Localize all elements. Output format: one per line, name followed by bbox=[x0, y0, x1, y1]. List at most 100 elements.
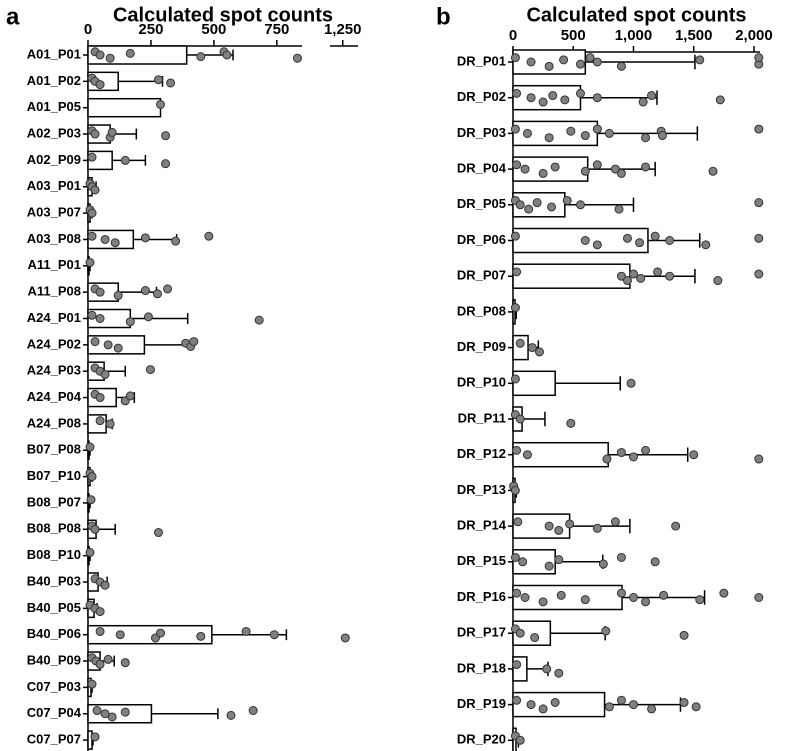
data-point bbox=[616, 588, 626, 598]
data-point bbox=[628, 593, 638, 602]
data-point bbox=[638, 97, 648, 107]
panel-label: b bbox=[436, 3, 451, 30]
data-point bbox=[524, 204, 534, 214]
data-point bbox=[754, 593, 764, 602]
category-label: DR_P07 bbox=[457, 268, 506, 283]
data-point bbox=[562, 195, 572, 205]
data-point bbox=[598, 559, 608, 569]
error-bar bbox=[604, 697, 682, 712]
data-point bbox=[592, 57, 602, 67]
data-point bbox=[592, 523, 602, 533]
data-point bbox=[538, 597, 548, 607]
x-tick-label: 1,250 bbox=[324, 21, 362, 38]
data-point bbox=[87, 310, 97, 320]
category-label: A24_P04 bbox=[27, 389, 82, 404]
data-point bbox=[512, 660, 522, 670]
data-point bbox=[518, 557, 528, 567]
data-point bbox=[754, 454, 764, 464]
error-bar bbox=[118, 286, 158, 298]
data-point bbox=[610, 517, 620, 527]
data-point bbox=[100, 369, 110, 379]
data-point bbox=[189, 337, 199, 347]
data-point bbox=[559, 55, 569, 65]
data-point bbox=[90, 524, 100, 534]
data-point bbox=[510, 124, 520, 134]
category-label: DR_P02 bbox=[457, 89, 506, 104]
data-point bbox=[140, 286, 150, 296]
data-point bbox=[196, 631, 206, 641]
data-point bbox=[120, 155, 130, 165]
data-point bbox=[665, 236, 675, 245]
data-point bbox=[526, 93, 536, 103]
data-point bbox=[152, 289, 162, 299]
data-point bbox=[95, 393, 105, 403]
category-label: DR_P08 bbox=[457, 303, 506, 318]
data-point bbox=[657, 131, 667, 141]
category-label: B08_P10 bbox=[27, 547, 81, 562]
data-point bbox=[604, 702, 614, 712]
data-point bbox=[556, 590, 566, 600]
data-point bbox=[125, 317, 135, 327]
data-point bbox=[695, 595, 705, 605]
category-label: DR_P12 bbox=[457, 446, 506, 461]
data-point bbox=[340, 633, 350, 643]
data-point bbox=[512, 695, 522, 705]
data-point bbox=[125, 391, 135, 401]
data-point bbox=[592, 240, 602, 250]
data-point bbox=[635, 238, 645, 248]
data-point bbox=[641, 162, 651, 172]
category-label: DR_P15 bbox=[457, 553, 506, 568]
category-label: DR_P17 bbox=[457, 625, 506, 640]
chart-title: Calculated spot counts bbox=[113, 4, 333, 26]
category-label: DR_P11 bbox=[458, 410, 506, 425]
data-point bbox=[628, 452, 638, 462]
data-point bbox=[647, 704, 657, 714]
data-point bbox=[616, 61, 626, 71]
data-point bbox=[161, 159, 171, 169]
data-point bbox=[95, 659, 105, 669]
data-point bbox=[100, 580, 110, 590]
x-tick-label: 1,500 bbox=[675, 27, 713, 44]
data-point bbox=[713, 276, 723, 286]
x-tick-label: 750 bbox=[264, 21, 289, 38]
data-point bbox=[513, 517, 523, 527]
data-point bbox=[679, 630, 689, 640]
data-point bbox=[110, 238, 120, 248]
data-point bbox=[653, 267, 663, 277]
panel-label: a bbox=[6, 3, 20, 30]
data-point bbox=[515, 338, 525, 348]
data-point bbox=[565, 519, 575, 529]
data-point bbox=[90, 129, 100, 139]
data-point bbox=[95, 287, 105, 297]
data-point bbox=[647, 91, 657, 101]
data-point bbox=[512, 88, 522, 98]
data-point bbox=[665, 271, 675, 281]
data-point bbox=[626, 378, 636, 388]
data-point bbox=[107, 127, 117, 137]
data-point bbox=[163, 284, 173, 294]
data-point bbox=[226, 710, 236, 720]
category-label: A24_P03 bbox=[27, 363, 81, 378]
data-point bbox=[512, 160, 522, 170]
category-label: DR_P01 bbox=[457, 53, 506, 68]
data-point bbox=[95, 607, 105, 617]
data-point bbox=[535, 347, 545, 357]
category-label: A01_P01 bbox=[27, 46, 81, 61]
category-label: DR_P14 bbox=[457, 518, 507, 533]
data-point bbox=[544, 133, 554, 143]
category-label: B40_P09 bbox=[27, 652, 81, 667]
data-point bbox=[616, 448, 626, 458]
bar bbox=[512, 84, 582, 111]
data-point bbox=[156, 628, 166, 638]
category-label: A01_P02 bbox=[27, 73, 81, 88]
x-tick-label: 0 bbox=[509, 27, 517, 44]
data-point bbox=[527, 343, 537, 353]
data-point bbox=[86, 495, 96, 505]
bar bbox=[87, 97, 162, 118]
data-point bbox=[622, 233, 632, 243]
data-point bbox=[580, 236, 590, 245]
data-point bbox=[554, 668, 564, 678]
data-point bbox=[592, 124, 602, 134]
data-point bbox=[622, 276, 632, 286]
data-point bbox=[754, 124, 764, 134]
